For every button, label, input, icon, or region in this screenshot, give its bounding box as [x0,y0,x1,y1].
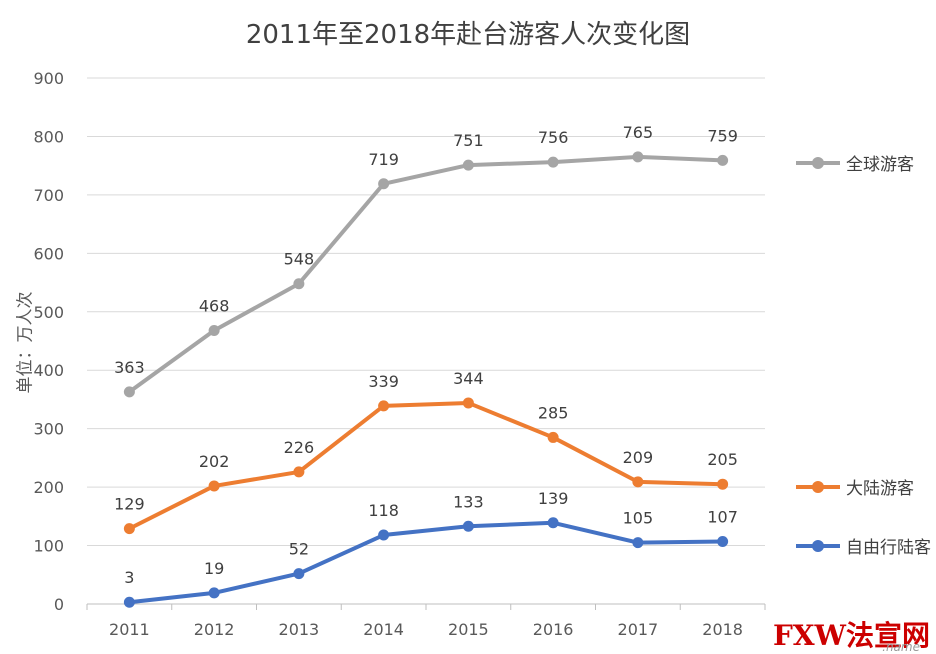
legend-item-global: 全球游客 [796,150,914,175]
data-label: 468 [199,296,230,315]
data-label: 751 [453,131,484,150]
y-tick-label: 600 [33,244,64,263]
data-label: 226 [284,438,315,457]
data-label: 765 [623,123,654,142]
data-label: 52 [289,540,309,559]
data-point [462,520,474,532]
series-line-2 [127,520,725,605]
data-point [462,159,474,171]
data-label: 285 [538,403,569,422]
data-label: 129 [114,495,145,514]
series-line-0 [127,154,725,394]
legend-swatch [796,539,840,552]
data-label: 756 [538,128,569,147]
data-point [547,431,559,443]
data-label: 139 [538,489,569,508]
data-point [293,466,305,478]
x-tick-label: 2013 [279,620,320,639]
data-point [293,568,305,580]
data-label: 719 [368,150,399,169]
data-point [123,523,135,535]
y-tick-label: 900 [33,69,64,88]
data-point [462,397,474,409]
data-label: 202 [199,452,230,471]
x-tick-label: 2016 [533,620,574,639]
data-point [208,324,220,336]
data-label: 107 [707,507,738,526]
y-tick-label: 0 [54,595,64,614]
data-label: 209 [623,448,654,467]
data-point [208,480,220,492]
x-tick-label: 2017 [618,620,659,639]
legend-item-independent: 自由行陆客 [796,533,931,558]
data-point [293,278,305,290]
y-tick-label: 800 [33,127,64,146]
legend-label: 全球游客 [846,155,914,175]
data-label: 19 [204,559,224,578]
data-point [123,386,135,398]
y-tick-label: 100 [33,537,64,556]
legend-swatch [796,156,840,169]
data-point [208,587,220,599]
x-tick-label: 2012 [194,620,235,639]
data-label: 133 [453,492,484,511]
data-point [378,529,390,541]
watermark-sub: .name [882,640,920,654]
data-label: 105 [623,509,654,528]
data-point [378,400,390,412]
data-label: 3 [124,568,134,587]
data-point [632,537,644,549]
legend-item-mainland: 大陆游客 [796,474,914,499]
y-tick-label: 300 [33,420,64,439]
data-label: 363 [114,358,145,377]
y-tick-label: 700 [33,186,64,205]
series-line-1 [127,400,725,531]
data-point [717,478,729,490]
data-label: 548 [284,250,315,269]
data-point [632,151,644,163]
legend-label: 大陆游客 [846,479,914,499]
y-tick-label: 500 [33,303,64,322]
x-tick-label: 2018 [702,620,743,639]
x-tick-label: 2014 [363,620,404,639]
x-tick-label: 2015 [448,620,489,639]
data-point [547,517,559,529]
legend-label: 自由行陆客 [846,538,931,558]
chart-title: 2011年至2018年赴台游客人次变化图 [245,20,691,50]
watermark-logo: FXW法宣网 [772,619,930,652]
data-point [378,178,390,190]
data-point [717,154,729,166]
legend-swatch [796,480,840,493]
data-point [123,596,135,608]
data-label: 344 [453,369,484,388]
y-tick-label: 200 [33,478,64,497]
data-label: 339 [368,372,399,391]
data-point [547,156,559,168]
data-label: 118 [368,501,399,520]
x-tick-label: 2011 [109,620,150,639]
data-label: 205 [707,450,738,469]
y-tick-label: 400 [33,361,64,380]
data-point [632,476,644,488]
data-label: 759 [707,126,738,145]
data-point [717,535,729,547]
